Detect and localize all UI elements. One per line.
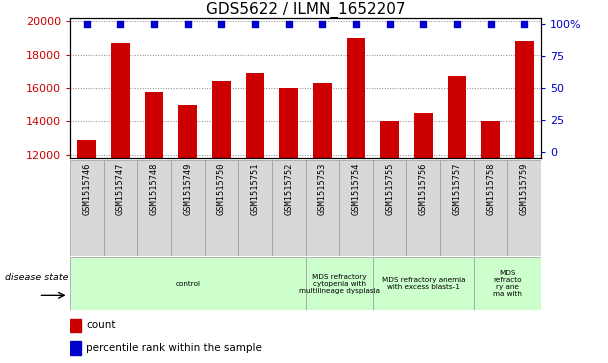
Bar: [280, 88, 298, 354]
FancyBboxPatch shape: [373, 160, 407, 256]
Bar: [246, 73, 264, 354]
Bar: [145, 92, 164, 354]
Point: [351, 21, 361, 27]
Text: MDS
refracto
ry ane
ma with: MDS refracto ry ane ma with: [493, 270, 522, 297]
Text: GSM1515758: GSM1515758: [486, 163, 495, 215]
FancyBboxPatch shape: [272, 160, 305, 256]
Bar: [414, 113, 432, 354]
Text: control: control: [175, 281, 200, 286]
Bar: [77, 140, 96, 354]
Point: [452, 21, 462, 27]
Point: [82, 21, 92, 27]
Text: GSM1515753: GSM1515753: [318, 163, 327, 215]
Text: GSM1515757: GSM1515757: [452, 163, 461, 215]
FancyBboxPatch shape: [339, 160, 373, 256]
Point: [385, 21, 395, 27]
Point: [149, 21, 159, 27]
Bar: [482, 121, 500, 354]
Text: GSM1515748: GSM1515748: [150, 163, 159, 215]
Text: MDS refractory
cytopenia with
multilineage dysplasia: MDS refractory cytopenia with multilinea…: [299, 273, 379, 294]
Point: [116, 21, 125, 27]
FancyBboxPatch shape: [508, 160, 541, 256]
Bar: [111, 43, 130, 354]
Bar: [347, 38, 365, 354]
Bar: [515, 41, 534, 354]
Point: [317, 21, 327, 27]
Text: GSM1515749: GSM1515749: [183, 163, 192, 215]
Point: [216, 21, 226, 27]
FancyBboxPatch shape: [474, 257, 541, 310]
Text: GSM1515751: GSM1515751: [250, 163, 260, 215]
Text: GSM1515756: GSM1515756: [419, 163, 428, 215]
Text: GSM1515759: GSM1515759: [520, 163, 529, 215]
FancyBboxPatch shape: [171, 160, 204, 256]
Point: [418, 21, 428, 27]
Text: count: count: [86, 320, 116, 330]
Bar: [381, 121, 399, 354]
Point: [183, 21, 193, 27]
FancyBboxPatch shape: [305, 257, 373, 310]
Point: [519, 21, 529, 27]
Text: GSM1515755: GSM1515755: [385, 163, 394, 215]
FancyBboxPatch shape: [305, 160, 339, 256]
FancyBboxPatch shape: [238, 160, 272, 256]
Text: GSM1515750: GSM1515750: [217, 163, 226, 215]
FancyBboxPatch shape: [407, 160, 440, 256]
FancyBboxPatch shape: [204, 160, 238, 256]
FancyBboxPatch shape: [474, 160, 508, 256]
Text: disease state: disease state: [5, 273, 68, 282]
Bar: [70, 319, 81, 332]
Text: GSM1515746: GSM1515746: [82, 163, 91, 215]
Text: percentile rank within the sample: percentile rank within the sample: [86, 343, 262, 353]
Point: [250, 21, 260, 27]
FancyBboxPatch shape: [103, 160, 137, 256]
FancyBboxPatch shape: [373, 257, 474, 310]
FancyBboxPatch shape: [70, 160, 103, 256]
Bar: [179, 105, 197, 354]
Text: GSM1515747: GSM1515747: [116, 163, 125, 215]
Bar: [212, 81, 230, 354]
FancyBboxPatch shape: [440, 160, 474, 256]
Title: GDS5622 / ILMN_1652207: GDS5622 / ILMN_1652207: [206, 2, 406, 18]
Bar: [70, 341, 81, 355]
Text: GSM1515752: GSM1515752: [284, 163, 293, 215]
Point: [486, 21, 496, 27]
Point: [284, 21, 294, 27]
FancyBboxPatch shape: [70, 257, 305, 310]
Bar: [447, 76, 466, 354]
Bar: [313, 83, 331, 354]
Text: MDS refractory anemia
with excess blasts-1: MDS refractory anemia with excess blasts…: [382, 277, 465, 290]
Text: GSM1515754: GSM1515754: [351, 163, 361, 215]
FancyBboxPatch shape: [137, 160, 171, 256]
